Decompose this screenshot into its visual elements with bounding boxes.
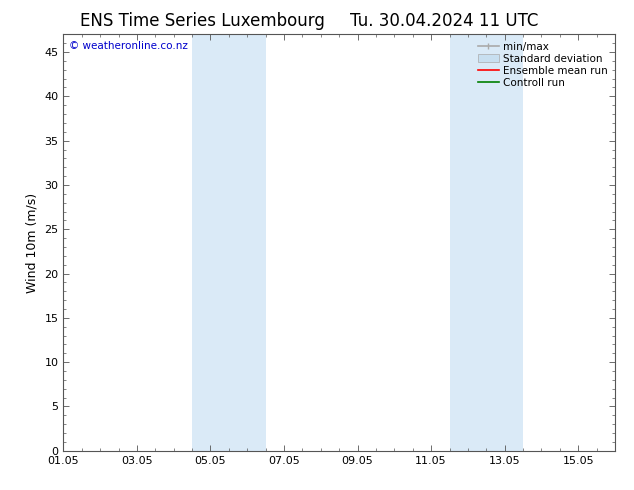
- Text: Tu. 30.04.2024 11 UTC: Tu. 30.04.2024 11 UTC: [349, 12, 538, 30]
- Bar: [192, 34, 266, 451]
- Text: © weatheronline.co.nz: © weatheronline.co.nz: [69, 41, 188, 50]
- Bar: [450, 34, 523, 451]
- Legend: min/max, Standard deviation, Ensemble mean run, Controll run: min/max, Standard deviation, Ensemble me…: [476, 40, 610, 90]
- Text: ENS Time Series Luxembourg: ENS Time Series Luxembourg: [81, 12, 325, 30]
- Y-axis label: Wind 10m (m/s): Wind 10m (m/s): [26, 193, 39, 293]
